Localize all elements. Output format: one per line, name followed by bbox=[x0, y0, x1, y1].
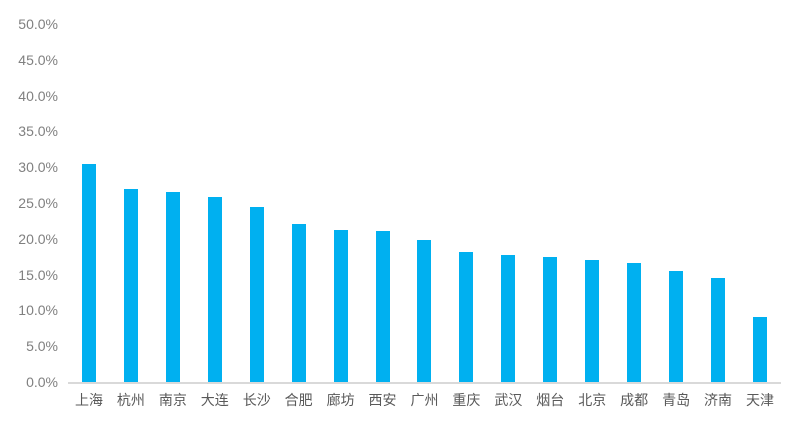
x-tick-label: 上海 bbox=[74, 392, 103, 408]
y-tick-label: 30.0% bbox=[18, 159, 58, 176]
bar bbox=[627, 263, 642, 382]
x-axis: 上海 杭州 南京 大连 长沙 合肥 廊坊 西安 广州 重庆 武汉 烟台 北京 成都 青岛 济南 天津 bbox=[68, 391, 781, 409]
bar bbox=[249, 206, 264, 382]
bar-slot bbox=[194, 24, 236, 382]
bar-slot bbox=[487, 24, 529, 382]
bar-slot bbox=[110, 24, 152, 382]
x-tick-label: 合肥 bbox=[284, 392, 313, 408]
bar bbox=[501, 255, 516, 382]
x-tick-label: 青岛 bbox=[662, 392, 691, 408]
x-tick-label: 广州 bbox=[410, 392, 439, 408]
bar-slot bbox=[445, 24, 487, 382]
bar bbox=[375, 230, 390, 382]
bar bbox=[165, 191, 180, 382]
x-tick-label: 重庆 bbox=[452, 392, 481, 408]
y-tick-label: 15.0% bbox=[18, 266, 58, 283]
y-tick-label: 45.0% bbox=[18, 51, 58, 68]
bar bbox=[207, 197, 222, 382]
bar bbox=[81, 163, 96, 382]
bar bbox=[333, 229, 348, 382]
y-tick-label: 40.0% bbox=[18, 87, 58, 104]
y-tick-label: 20.0% bbox=[18, 230, 58, 247]
x-tick-label: 大连 bbox=[200, 392, 229, 408]
bar-slot bbox=[68, 24, 110, 382]
x-tick-label: 烟台 bbox=[536, 392, 565, 408]
y-axis: 0.0% 5.0% 10.0% 15.0% 20.0% 25.0% 30.0% 35.0% 40… bbox=[0, 16, 58, 390]
bar bbox=[543, 257, 558, 382]
bar-slot bbox=[571, 24, 613, 382]
bar bbox=[123, 188, 138, 382]
y-tick-label: 10.0% bbox=[18, 302, 58, 319]
bar bbox=[459, 252, 474, 382]
bar-slot bbox=[320, 24, 362, 382]
x-tick-label: 武汉 bbox=[494, 392, 523, 408]
y-tick-label: 25.0% bbox=[18, 195, 58, 211]
x-tick-label: 北京 bbox=[578, 392, 607, 408]
bar-slot bbox=[655, 24, 697, 382]
y-tick-label: 35.0% bbox=[18, 123, 58, 140]
x-tick-label: 长沙 bbox=[242, 392, 271, 408]
bar bbox=[669, 271, 684, 382]
bar-slot bbox=[529, 24, 571, 382]
bars-row bbox=[68, 24, 781, 382]
bar-slot bbox=[404, 24, 446, 382]
bar-slot bbox=[697, 24, 739, 382]
y-tick-label: 5.0% bbox=[26, 338, 58, 355]
y-tick-label: 0.0% bbox=[26, 374, 58, 390]
x-tick-label: 廊坊 bbox=[326, 392, 355, 408]
plot-area bbox=[68, 24, 781, 384]
x-tick-label: 西安 bbox=[368, 392, 397, 408]
bar bbox=[291, 223, 306, 382]
bar bbox=[585, 259, 600, 382]
bar-slot bbox=[613, 24, 655, 382]
x-tick-label: 杭州 bbox=[116, 392, 145, 408]
bar bbox=[752, 316, 767, 382]
bar-slot bbox=[362, 24, 404, 382]
bar-slot bbox=[236, 24, 278, 382]
bar-slot bbox=[152, 24, 194, 382]
x-tick-label: 南京 bbox=[158, 392, 187, 408]
bar bbox=[711, 278, 726, 382]
x-tick-label: 济南 bbox=[704, 392, 733, 408]
x-tick-label: 天津 bbox=[745, 392, 774, 408]
bar-slot bbox=[739, 24, 781, 382]
y-tick-label: 50.0% bbox=[18, 16, 58, 32]
bar bbox=[417, 240, 432, 382]
bar-slot bbox=[278, 24, 320, 382]
x-tick-label: 成都 bbox=[620, 392, 649, 408]
